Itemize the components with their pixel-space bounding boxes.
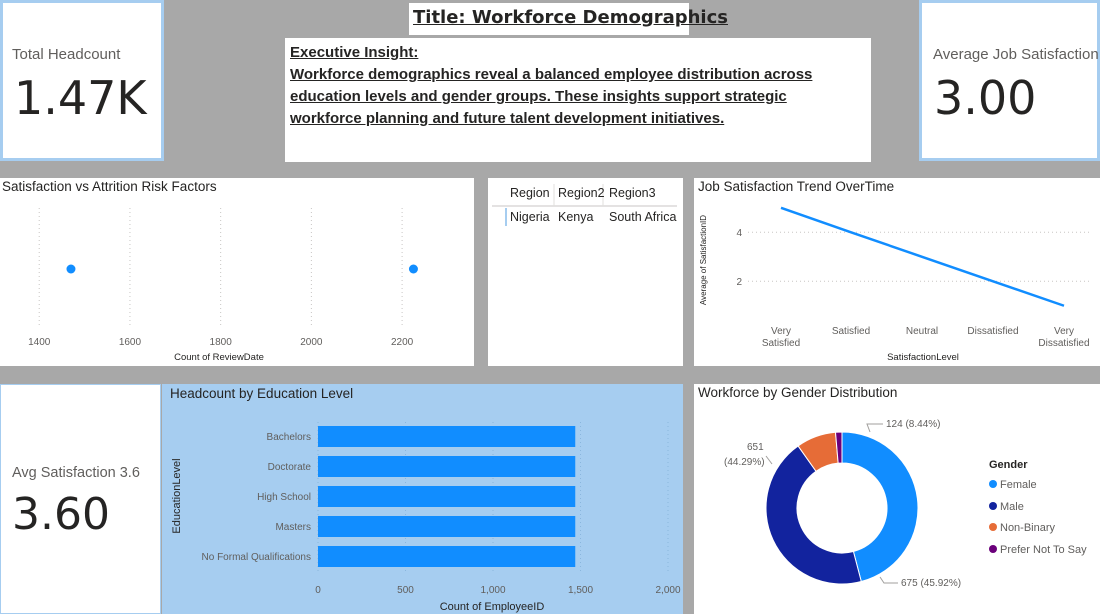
x-tick-label: Very	[1054, 326, 1074, 337]
kpi-label: Avg Satisfaction 3.6	[12, 465, 140, 481]
legend-title: Gender	[989, 459, 1028, 471]
kpi-label: Average Job Satisfaction	[933, 46, 1099, 63]
bar	[318, 516, 576, 537]
x-axis-label: Count of ReviewDate	[174, 352, 264, 363]
scatter-chart: 1400 1600 1800 2000 2200 Count of ReviewDate	[28, 208, 418, 363]
bar-chart: 0 500 1,000 1,500 2,000 Bachelors Doctorate Hig…	[171, 422, 681, 613]
legend-label: Non-Binary	[1000, 522, 1056, 534]
legend-label: Prefer Not To Say	[1000, 544, 1087, 556]
y-tick-label: 2	[736, 277, 742, 288]
bar	[318, 546, 576, 567]
donut-slice	[841, 431, 919, 583]
y-tick-label: Doctorate	[268, 462, 312, 473]
x-tick-label: Neutral	[906, 326, 938, 337]
x-tick-label: Satisfied	[762, 338, 800, 349]
x-tick-label: 2,000	[655, 585, 680, 596]
legend-dot	[989, 545, 997, 553]
legend-dot	[989, 523, 997, 531]
x-tick-label: 1,000	[480, 585, 505, 596]
x-axis-label: SatisfactionLevel	[887, 352, 959, 363]
legend-item-male[interactable]: Male	[989, 501, 1024, 513]
y-tick-label: High School	[257, 492, 311, 503]
page-title: Title: Workforce Demographics	[413, 7, 728, 28]
insight-line-2: education levels and gender groups. Thes…	[290, 88, 787, 105]
donut-chart: 124 (8.44%) 651 (44.29%) 675 (45.92%)	[724, 419, 961, 589]
insight-line-1: Workforce demographics reveal a balanced…	[290, 66, 813, 83]
executive-insight-box: Executive Insight: Workforce demographic…	[285, 38, 871, 162]
data-label: (44.29%)	[724, 457, 765, 468]
table-grid	[492, 184, 677, 226]
chart-title: Job Satisfaction Trend OverTime	[698, 179, 895, 194]
legend-item-non-binary[interactable]: Non-Binary	[989, 522, 1055, 534]
x-tick-label: 500	[397, 585, 414, 596]
bar	[318, 426, 576, 447]
kpi-card-total-headcount[interactable]: Total Headcount 1.47K	[0, 0, 164, 161]
x-tick-label: 0	[315, 585, 321, 596]
data-label: 651	[747, 442, 764, 453]
x-tick-label: Satisfied	[832, 326, 870, 337]
legend-dot	[989, 502, 997, 510]
legend-label: Female	[1000, 479, 1037, 491]
x-tick-label: 2200	[391, 337, 414, 348]
y-axis-label: Average of SatisfactionID	[699, 215, 708, 305]
chart-title: Headcount by Education Level	[170, 386, 354, 401]
legend-item-female[interactable]: Female	[989, 479, 1037, 491]
x-tick-label: Dissatisfied	[1038, 338, 1089, 349]
x-tick-label: 1600	[119, 337, 142, 348]
chart-title: Satisfaction vs Attrition Risk Factors	[2, 179, 217, 194]
y-axis-label: EducationLevel	[171, 458, 183, 533]
kpi-card-average-job-satisfaction[interactable]: Average Job Satisfaction 3.00	[919, 0, 1100, 161]
gender-donut-chart-card[interactable]: Workforce by Gender Distribution 124 (8.…	[694, 384, 1100, 614]
leader-line	[879, 576, 898, 584]
x-tick-label: 1800	[210, 337, 233, 348]
data-label: 675 (45.92%)	[901, 578, 961, 589]
region-table-card[interactable]: Region Region2 Region3 Nigeria Kenya Sou…	[488, 178, 683, 366]
kpi-value: 3.60	[12, 489, 110, 540]
donut-slice	[765, 445, 862, 585]
table-header-region2[interactable]: Region2	[558, 186, 605, 200]
x-tick-label: 1,500	[568, 585, 593, 596]
table-header-region3[interactable]: Region3	[609, 186, 656, 200]
insight-heading: Executive Insight:	[290, 44, 419, 61]
scatter-chart-card[interactable]: Satisfaction vs Attrition Risk Factors 1…	[0, 178, 474, 366]
chart-title: Workforce by Gender Distribution	[698, 385, 898, 400]
scatter-point	[66, 264, 76, 274]
kpi-value: 1.47K	[14, 71, 147, 125]
table-cell[interactable]: South Africa	[609, 210, 677, 224]
legend-item-prefer-not-to-say[interactable]: Prefer Not To Say	[989, 544, 1087, 556]
bar	[318, 456, 576, 477]
bar	[318, 486, 576, 507]
scatter-point	[408, 264, 418, 274]
table-cell[interactable]: Kenya	[558, 210, 594, 224]
y-tick-label: Masters	[275, 522, 311, 533]
y-tick-label: Bachelors	[267, 432, 311, 443]
line-chart-card[interactable]: Job Satisfaction Trend OverTime 2 4 Very Sa…	[694, 178, 1100, 366]
table-header-region[interactable]: Region	[510, 186, 550, 200]
leader-line	[765, 455, 773, 465]
legend-label: Male	[1000, 501, 1024, 513]
y-tick-label: No Formal Qualifications	[202, 552, 311, 563]
x-tick-label: 1400	[28, 337, 51, 348]
page-title-box: Title: Workforce Demographics	[409, 3, 728, 35]
legend-dot	[989, 480, 997, 488]
kpi-value: 3.00	[934, 71, 1037, 125]
education-bar-chart-card[interactable]: Headcount by Education Level 0 500 1,000 1,…	[162, 384, 683, 614]
x-axis-label: Count of EmployeeID	[440, 601, 545, 613]
x-tick-label: Very	[771, 326, 791, 337]
donut-slice	[834, 431, 843, 464]
y-tick-label: 4	[736, 228, 742, 239]
table-cell[interactable]: Nigeria	[510, 210, 550, 224]
series-line	[780, 206, 1065, 307]
x-tick-label: Dissatisfied	[967, 326, 1018, 337]
leader-line	[866, 423, 883, 433]
kpi-label: Total Headcount	[12, 46, 121, 63]
insight-line-3: workforce planning and future talent dev…	[290, 110, 725, 127]
kpi-card-avg-satisfaction[interactable]: Avg Satisfaction 3.6 3.60	[0, 384, 161, 614]
x-tick-label: 2000	[300, 337, 323, 348]
data-label: 124 (8.44%)	[886, 419, 940, 430]
